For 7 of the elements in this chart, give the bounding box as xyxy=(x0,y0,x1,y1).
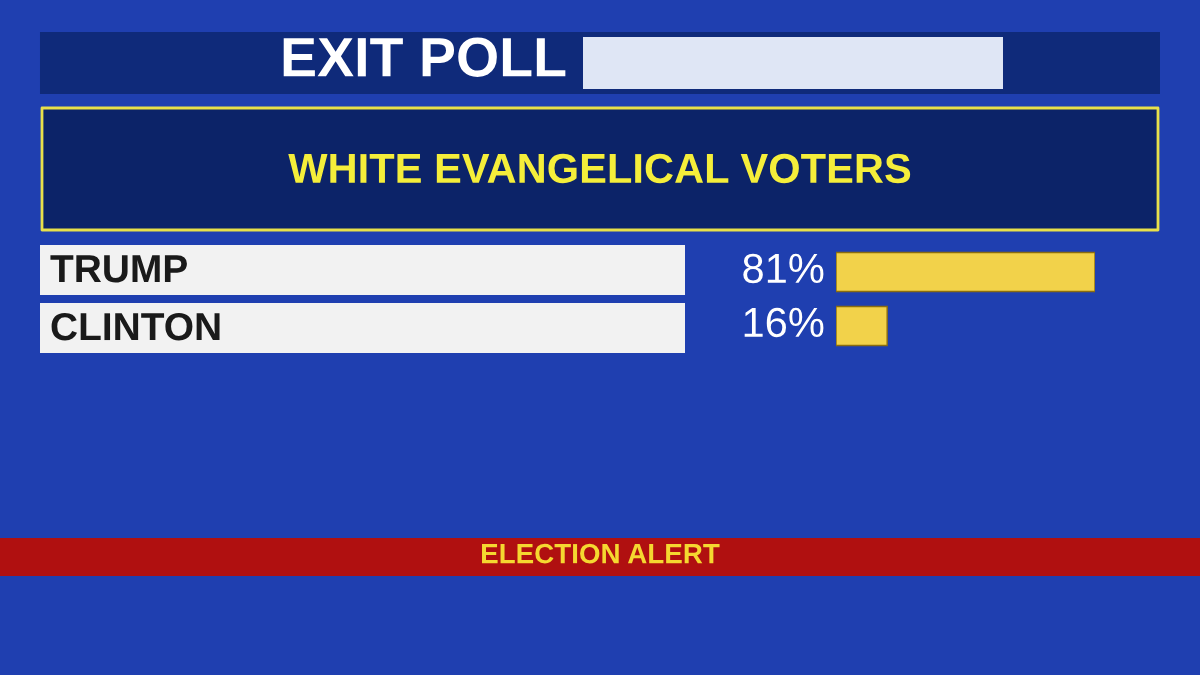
text: ELECTION ALERT xyxy=(482,543,720,564)
data-label: 16% xyxy=(744,307,824,338)
y-tick-label: CLINTON xyxy=(51,312,220,341)
data-label: 81% xyxy=(743,253,824,284)
chart-subtitle: WHITE EVANGELICAL VOTERS xyxy=(288,153,911,184)
y-tick-label: TRUMP xyxy=(50,255,187,283)
chart-title: EXIT POLL xyxy=(283,37,566,77)
